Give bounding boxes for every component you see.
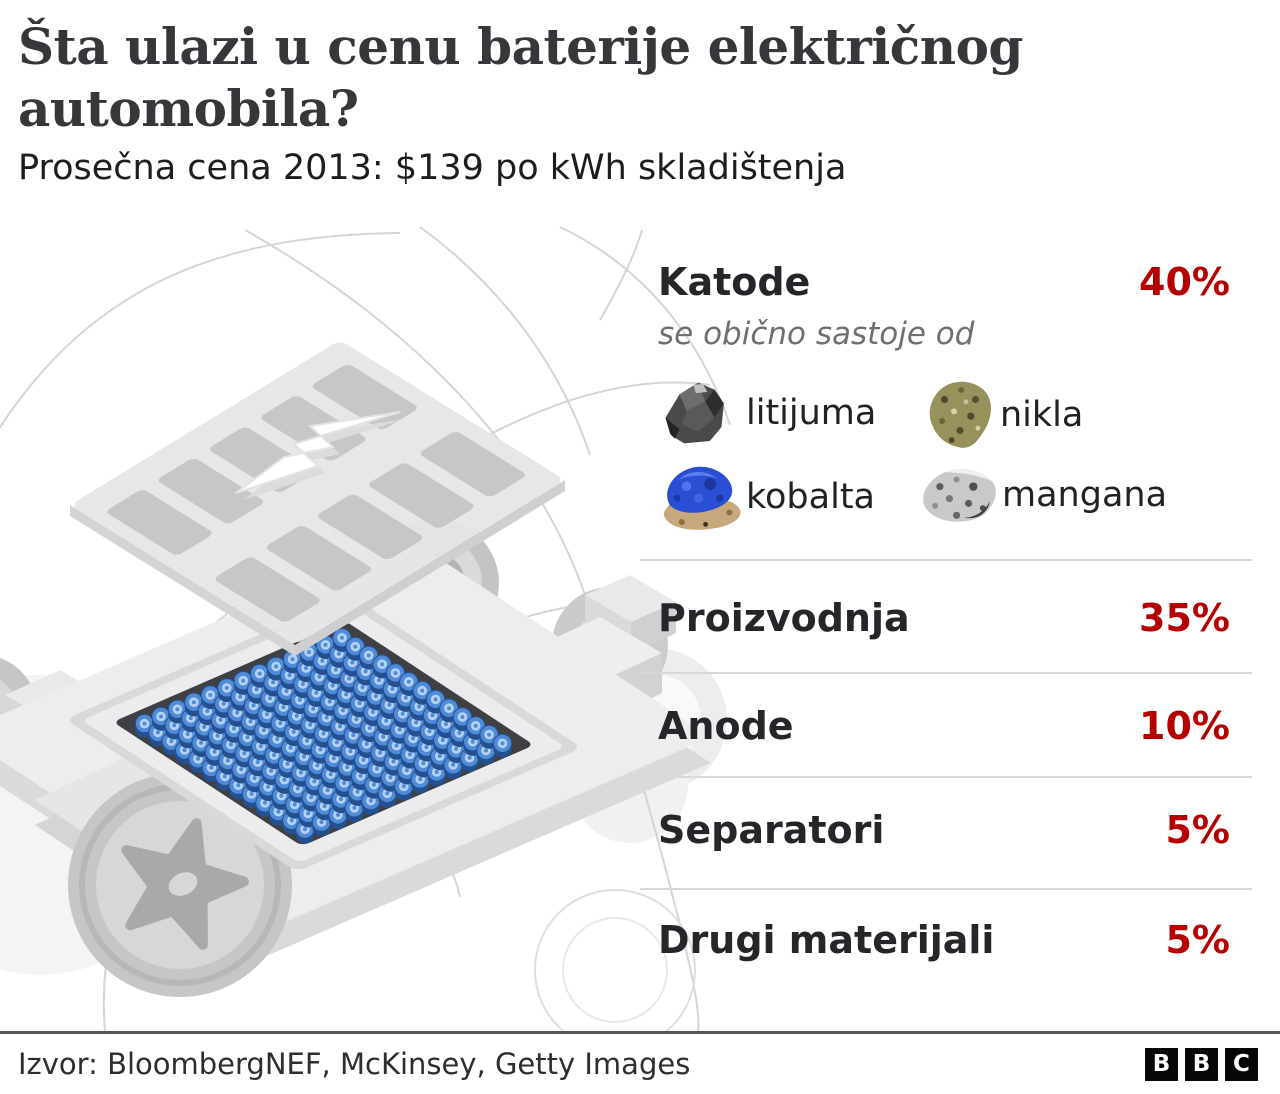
bbc-logo-block: C [1225, 1047, 1258, 1081]
divider [640, 672, 1252, 674]
item-value-proizvodnja: 35% [1139, 596, 1230, 640]
item-value-separatori: 5% [1165, 808, 1230, 852]
mineral-label: kobalta [746, 476, 875, 517]
ev-battery-illustration [0, 225, 1280, 1051]
lightning-bolt-shadow [243, 419, 405, 500]
page-subtitle: Prosečna cena 2013: $139 po kWh skladišt… [18, 148, 847, 188]
breakdown-panel: Katode 40% se obično sastoje od litijuma [632, 0, 1254, 1030]
bbc-logo-block: B [1185, 1047, 1218, 1081]
katode-label: Katode [658, 260, 811, 304]
bbc-logo: B B C [1145, 1047, 1258, 1081]
mineral-mangana: mangana [916, 462, 1167, 528]
mineral-label: nikla [1000, 394, 1084, 435]
battery-tray [69, 597, 578, 870]
item-label-anode: Anode [658, 704, 794, 748]
litijuma-rock-icon [665, 382, 724, 444]
bbc-logo-block: B [1145, 1047, 1178, 1081]
kobalta-rock-icon [663, 466, 741, 530]
mineral-label: mangana [1002, 474, 1168, 515]
ev-chassis-art [0, 226, 731, 1051]
page-title: Šta ulazi u cenu baterije električnog au… [18, 17, 1023, 138]
mangana-rock-icon [923, 468, 996, 522]
nikla-rock-icon [929, 381, 991, 448]
footer: Izvor: BloombergNEF, McKinsey, Getty Ima… [0, 1031, 1280, 1094]
mineral-nikla: nikla [920, 378, 1083, 452]
divider [640, 888, 1252, 890]
divider [640, 776, 1252, 778]
item-value-drugi-materijali: 5% [1165, 918, 1230, 962]
item-label-separatori: Separatori [658, 808, 885, 852]
item-label-proizvodnja: Proizvodnja [658, 596, 910, 640]
lightning-bolt-icon [235, 411, 401, 494]
mineral-label: litijuma [746, 392, 877, 433]
mineral-litijuma: litijuma [662, 378, 876, 448]
katode-value: 40% [1139, 260, 1230, 304]
source-text: Izvor: BloombergNEF, McKinsey, Getty Ima… [18, 1047, 691, 1081]
divider [640, 559, 1252, 561]
item-value-anode: 10% [1139, 704, 1230, 748]
battery-cells [134, 628, 513, 844]
mineral-kobalta: kobalta [658, 462, 875, 532]
item-label-drugi-materijali: Drugi materijali [658, 918, 995, 962]
katode-note: se obično sastoje od [658, 316, 975, 352]
header: Šta ulazi u cenu baterije električnog au… [18, 16, 1078, 188]
battery-lid [70, 342, 565, 656]
